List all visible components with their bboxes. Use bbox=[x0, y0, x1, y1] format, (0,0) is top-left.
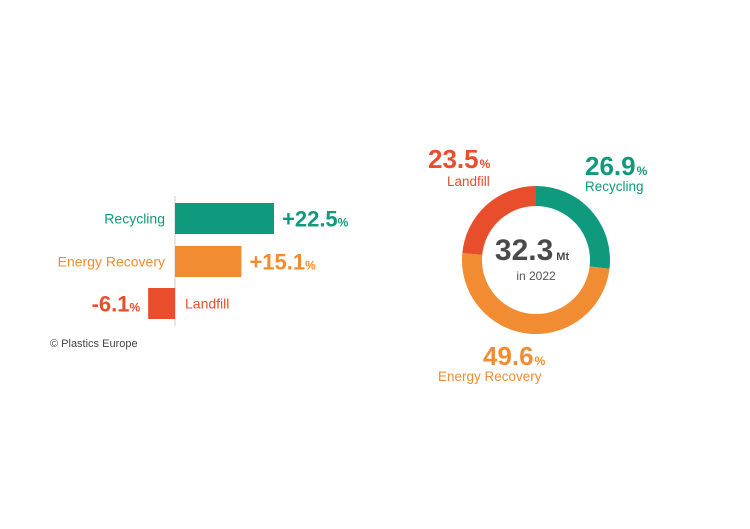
slice-value-landfill: 23.5% bbox=[428, 144, 491, 174]
donut-center-unit: Mt bbox=[556, 251, 570, 263]
donut-slice-recycling bbox=[535, 186, 610, 269]
donut-center-sublabel: in 2022 bbox=[516, 269, 556, 283]
slice-name-landfill: Landfill bbox=[447, 174, 490, 189]
donut-center-number: 32.3 bbox=[494, 234, 554, 267]
bar-value-label: -6.1% bbox=[92, 292, 141, 317]
slice-name-recycling: Recycling bbox=[585, 179, 644, 194]
bar-category-label: Recycling bbox=[104, 211, 165, 227]
slice-value-recycling: 26.9% bbox=[585, 151, 648, 181]
bar-category-label: Landfill bbox=[185, 296, 229, 312]
bar-value-label: +15.1% bbox=[249, 250, 316, 275]
bar-energy-recovery bbox=[175, 246, 242, 277]
bar-category-label: Energy Recovery bbox=[58, 254, 165, 270]
bar-value-label: +22.5% bbox=[282, 207, 349, 232]
slice-name-energy-recovery: Energy Recovery bbox=[438, 369, 542, 384]
bar-landfill bbox=[148, 288, 175, 319]
slice-value-energy-recovery: 49.6% bbox=[483, 341, 546, 371]
copyright-notice: © Plastics Europe bbox=[50, 338, 138, 350]
donut-slice-energy-recovery bbox=[462, 253, 610, 334]
donut-center-value: 32.3 Mt bbox=[472, 236, 592, 272]
bar-recycling bbox=[175, 203, 274, 234]
donut-slice-landfill bbox=[462, 186, 537, 256]
